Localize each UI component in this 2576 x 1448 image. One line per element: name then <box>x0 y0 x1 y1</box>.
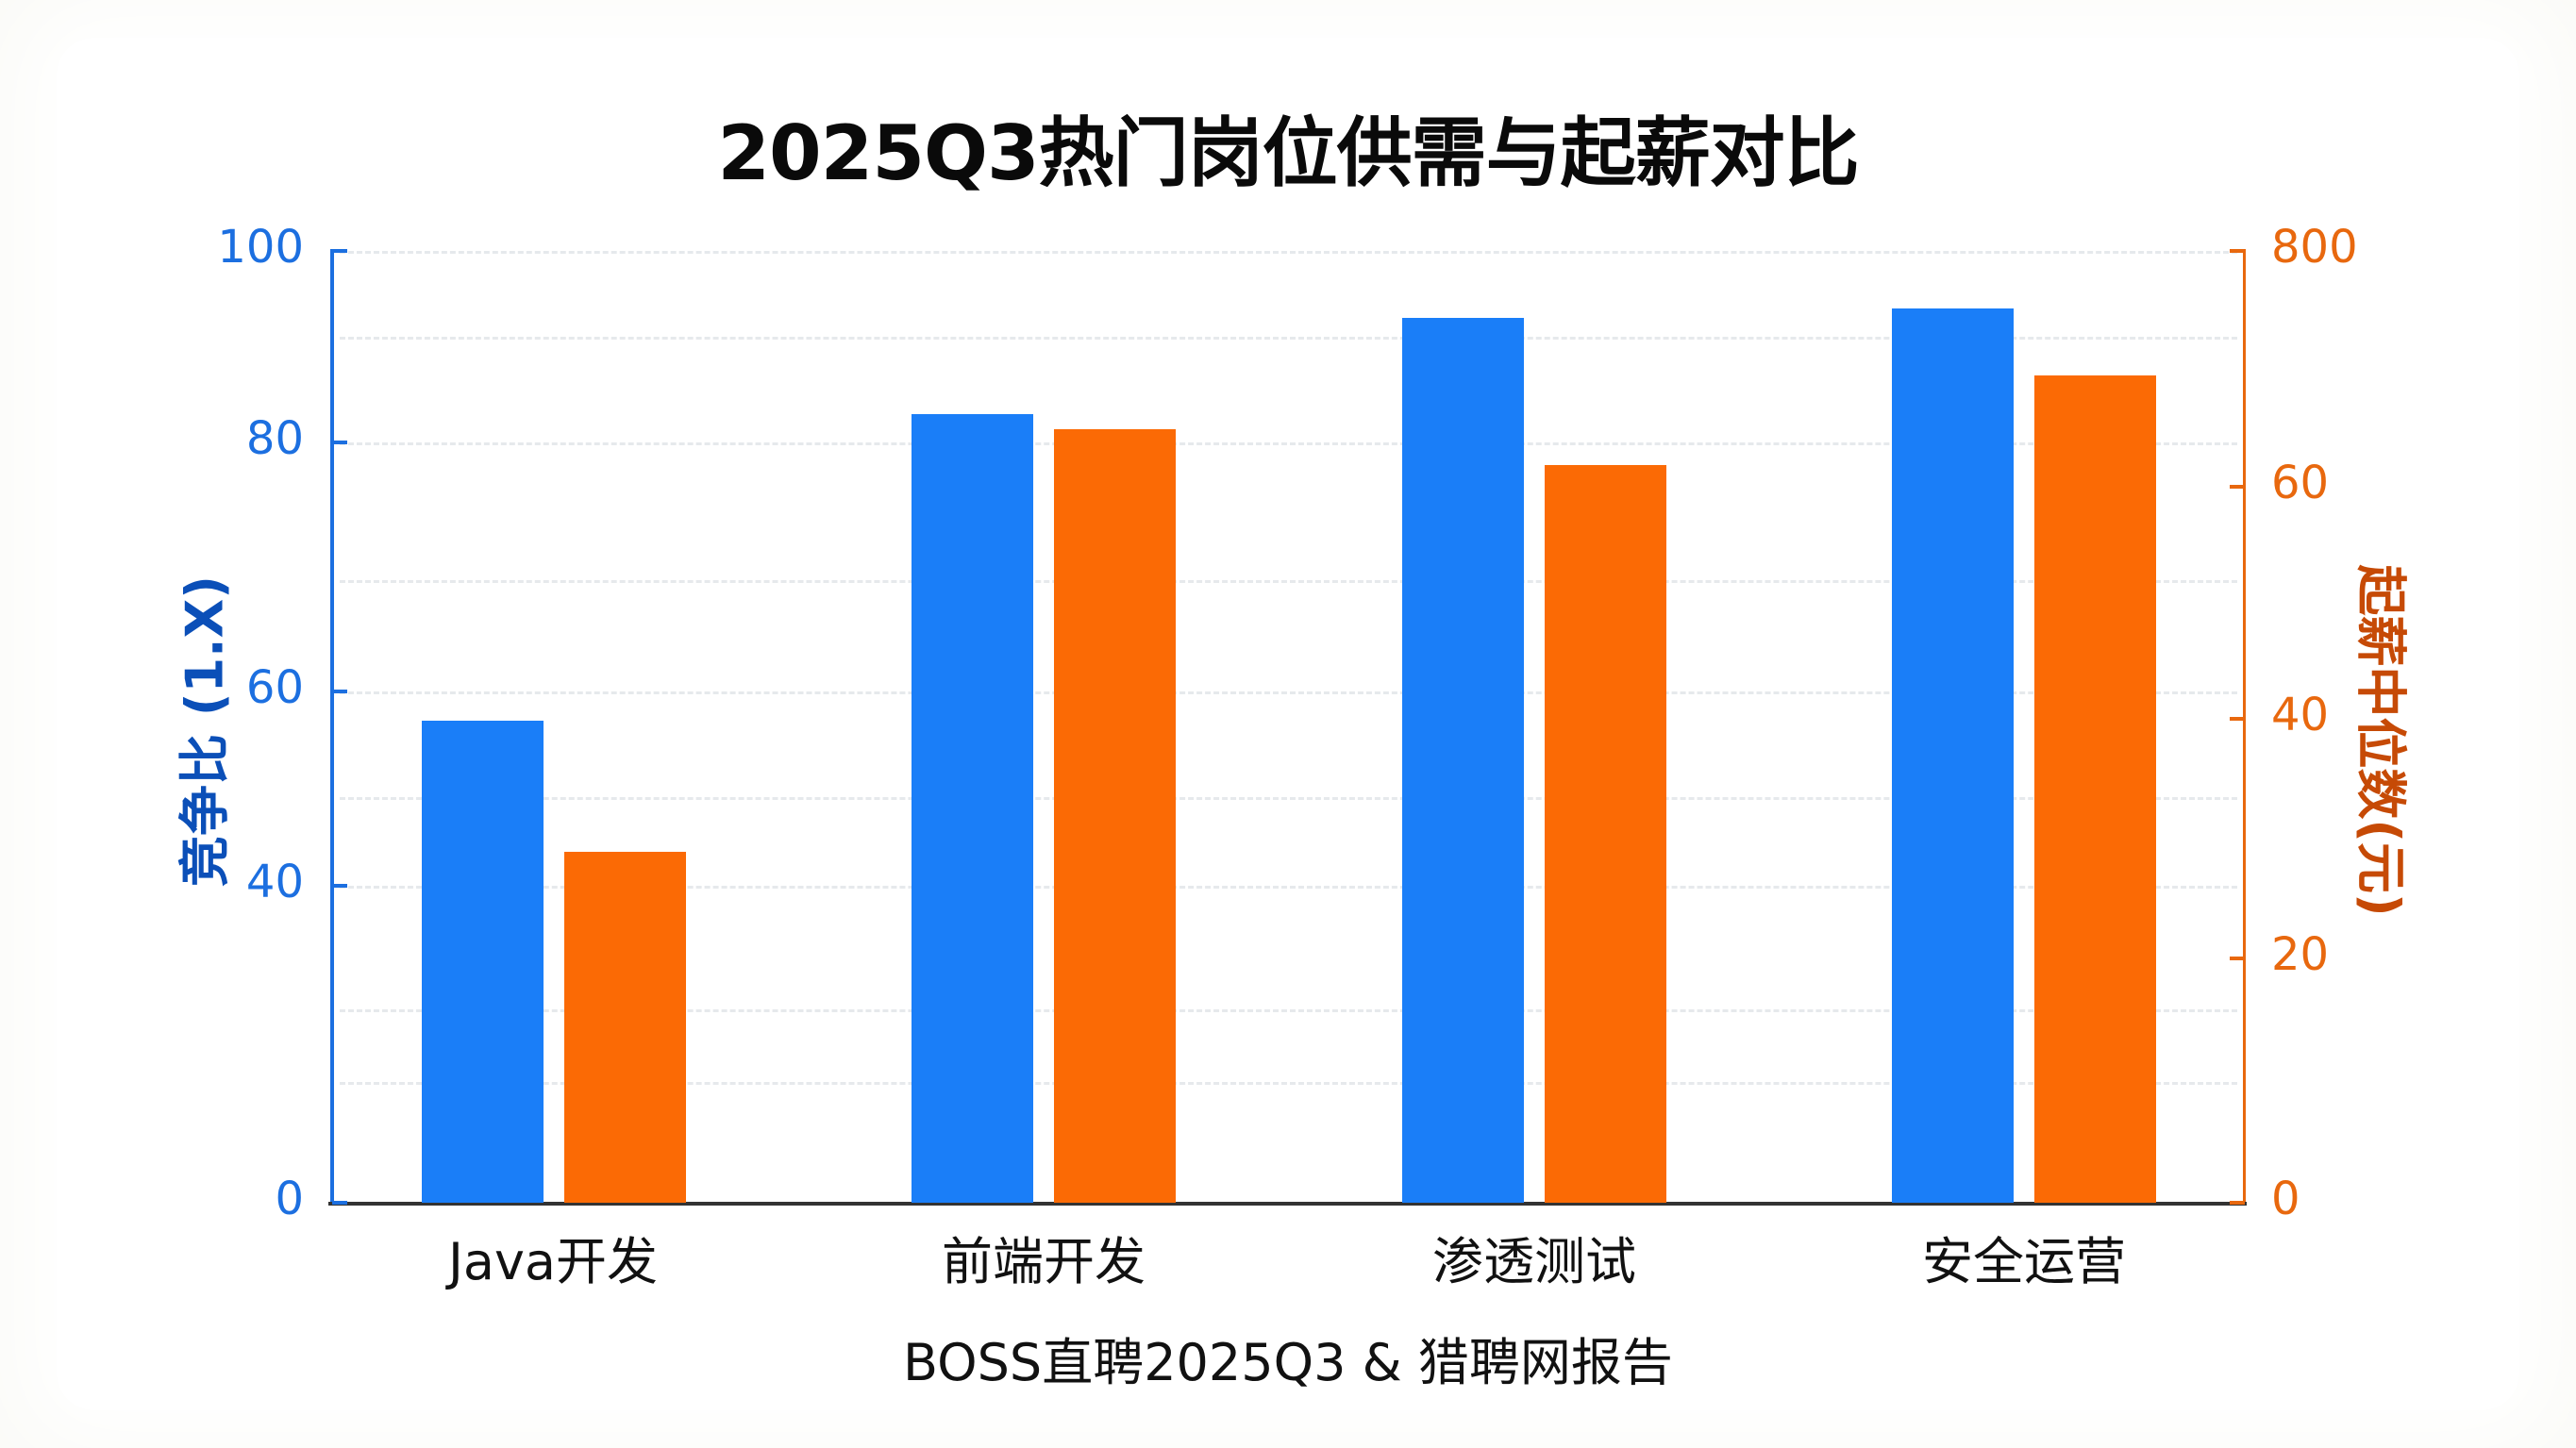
gridline <box>340 337 2237 340</box>
salary-bar <box>564 851 686 1203</box>
right-axis-tick-label: 0 <box>2271 1173 2300 1225</box>
left-axis-tick-label: 40 <box>245 856 304 908</box>
gridline <box>340 797 2237 800</box>
right-axis-tick-label: 800 <box>2271 221 2358 274</box>
gridline <box>340 442 2237 445</box>
category-label: 前端开发 <box>942 1232 1146 1291</box>
left-axis-tick-label: 0 <box>275 1173 304 1225</box>
left-axis-line <box>330 249 334 1205</box>
gridline <box>340 886 2237 889</box>
data-source-note: BOSS直聘2025Q3 & 猎聘网报告 <box>903 1333 1673 1392</box>
right-axis-tick-label: 40 <box>2271 689 2330 741</box>
left-axis-tick <box>332 884 347 888</box>
right-axis-tick <box>2230 485 2245 489</box>
chart-title: 2025Q3热门岗位供需与起薪对比 <box>717 109 1859 197</box>
left-axis-tick-label: 80 <box>245 412 304 465</box>
left-axis-label: 竞争比 (1.X) <box>175 575 235 887</box>
left-axis-tick <box>332 1201 347 1205</box>
right-axis-tick <box>2230 957 2245 960</box>
left-axis-tick <box>332 441 347 444</box>
gridline <box>340 1082 2237 1085</box>
left-axis-tick <box>332 249 347 253</box>
salary-bar <box>1054 429 1176 1203</box>
right-axis-tick <box>2230 717 2245 721</box>
competition-bar <box>912 413 1033 1203</box>
competition-bar <box>422 720 544 1203</box>
gridline <box>340 580 2237 583</box>
right-axis-tick-label: 20 <box>2271 928 2330 981</box>
competition-bar <box>1402 318 1524 1203</box>
x-axis-baseline <box>328 1202 2247 1206</box>
category-label: Java开发 <box>447 1232 659 1291</box>
right-axis-tick-label: 60 <box>2271 457 2330 509</box>
salary-bar <box>1545 465 1666 1203</box>
gridline <box>340 1009 2237 1012</box>
left-axis-tick-label: 60 <box>245 661 304 714</box>
right-axis-tick <box>2230 1201 2245 1205</box>
category-label: 安全运营 <box>1922 1232 2126 1291</box>
gridline <box>340 691 2237 694</box>
right-axis-tick <box>2230 249 2245 253</box>
competition-bar <box>1892 308 2014 1203</box>
left-axis-tick-label: 100 <box>217 221 304 274</box>
left-axis-tick <box>332 690 347 693</box>
gridline <box>340 251 2237 254</box>
right-axis-line <box>2243 249 2246 1205</box>
salary-bar <box>2034 375 2156 1203</box>
category-label: 渗透测试 <box>1432 1232 1636 1291</box>
